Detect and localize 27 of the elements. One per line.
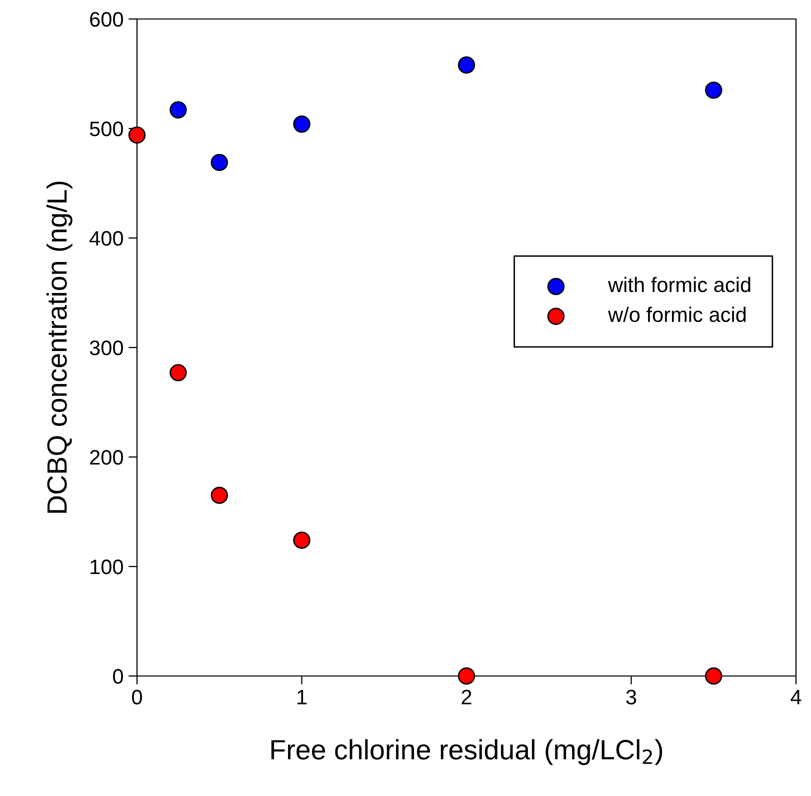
legend-label: w/o formic acid (608, 306, 746, 322)
x-tick-label: 1 (298, 690, 307, 704)
point (293, 532, 310, 549)
x-tick-label: 0 (132, 690, 142, 704)
point (170, 364, 187, 382)
y-tick-label: 400 (90, 231, 123, 246)
y-tick-label: 600 (90, 12, 123, 27)
legend-label: with formic acid (608, 276, 750, 292)
y-tick-label: 300 (90, 340, 123, 356)
point (210, 154, 228, 172)
point (458, 667, 476, 685)
y-tick-label: 100 (90, 560, 123, 574)
x-tick-label: 3 (626, 690, 636, 704)
point (128, 126, 146, 144)
point (293, 116, 310, 133)
point (170, 101, 187, 118)
y-tick-label: 0 (113, 669, 123, 684)
x-axis-title: Free chlorine residual (mg/LCl$_{2}$) (271, 739, 662, 766)
point (705, 82, 722, 99)
y-tick-label: 500 (90, 122, 123, 136)
point (458, 56, 476, 74)
y-tick-label: 200 (90, 450, 123, 465)
point (705, 667, 722, 685)
point (210, 486, 228, 504)
x-tick-label: 4 (790, 690, 802, 704)
y-axis-title: DCBQ concentration (ng/L) (46, 182, 72, 513)
x-tick-label: 2 (462, 690, 472, 704)
